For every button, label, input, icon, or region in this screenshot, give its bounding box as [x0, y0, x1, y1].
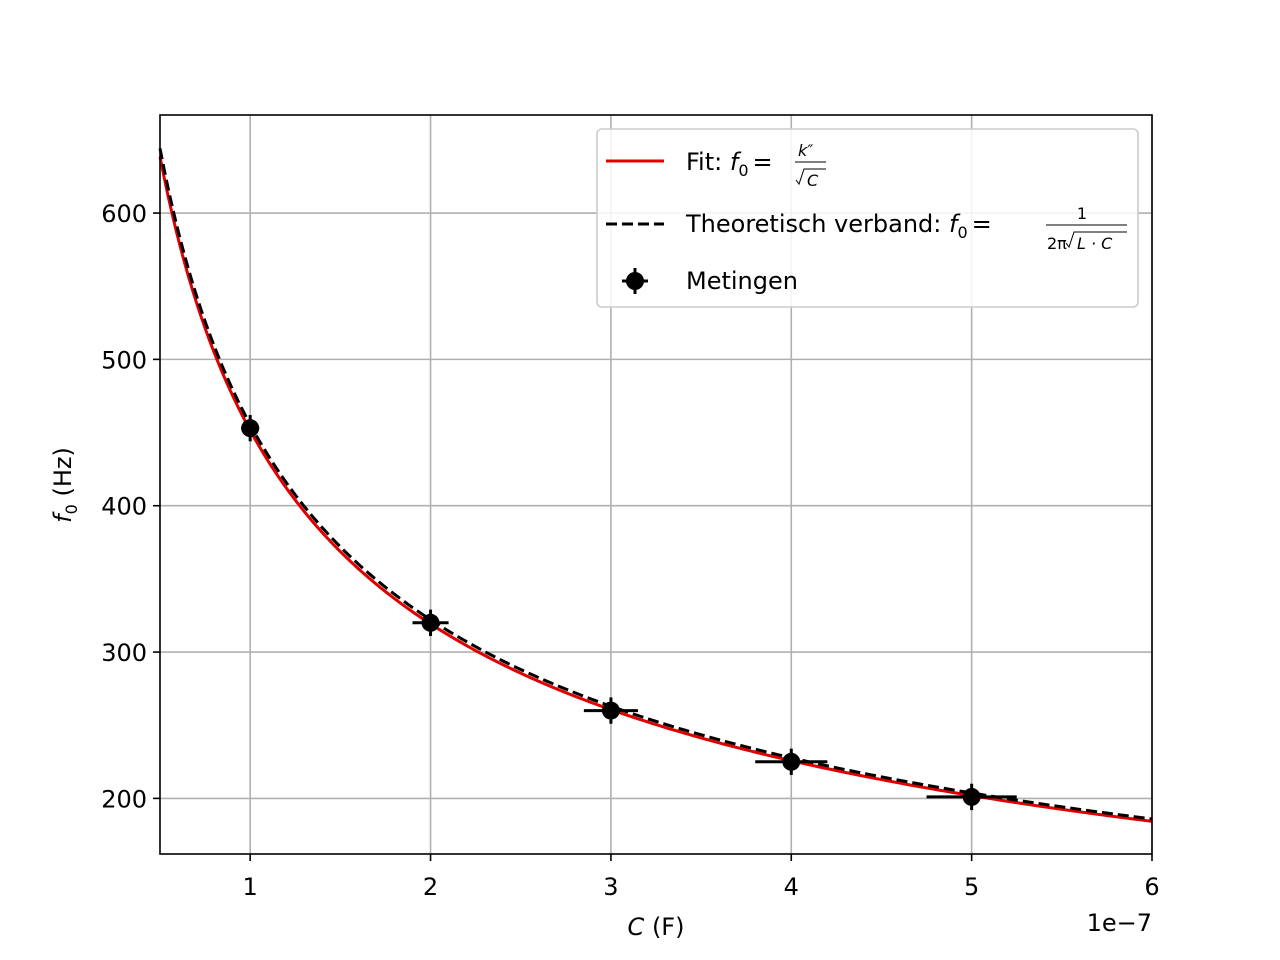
measurement-point	[926, 783, 1017, 811]
y-tick-label: 500	[101, 346, 147, 374]
legend-measurements-swatch	[622, 268, 648, 294]
x-tick-label: 4	[784, 873, 799, 901]
legend-fit-label: Fit:	[686, 148, 730, 176]
x-axis-label-unit: (F)	[652, 913, 685, 941]
x-axis-ticks: 1 2 3 4 5 6	[243, 854, 1160, 901]
y-tick-label: 400	[101, 493, 147, 521]
y-axis-ticks: 200 300 400 500 600	[101, 200, 160, 813]
theory-curve	[158, 148, 1153, 821]
legend-theory-label: Theoretisch verband:	[685, 210, 949, 238]
measurement-point	[583, 697, 638, 724]
legend-fit-sqrt-sign	[795, 168, 826, 186]
legend-theory-numerator: 1	[1077, 204, 1087, 223]
legend-theory-entry: Theoretisch verband: f0 =	[685, 210, 992, 242]
measurement-marker	[782, 752, 801, 771]
legend-theory-denominator: L · C	[1077, 234, 1113, 253]
legend-theory-sqrt-sign	[1065, 231, 1127, 249]
x-axis-label: C (F)	[628, 913, 685, 941]
x-axis-offset-label: 1e−7	[1087, 909, 1152, 937]
plot-frame	[159, 114, 1153, 855]
measurement-point	[755, 748, 828, 775]
x-tick-label: 1	[243, 873, 258, 901]
y-tick-label: 300	[101, 639, 147, 667]
measurement-point	[241, 414, 260, 442]
y-tick-label: 200	[101, 785, 147, 813]
y-axis-label: f0 (Hz)	[49, 447, 81, 523]
x-tick-label: 2	[423, 873, 438, 901]
y-axis-label-sub: 0	[62, 504, 81, 514]
measurement-marker	[421, 613, 440, 632]
x-axis-label-var: C	[628, 913, 645, 941]
legend-fit-entry: Fit: f0 =	[686, 148, 773, 180]
legend-theory-den-prefix: 2π	[1047, 234, 1067, 253]
measurement-marker	[241, 419, 260, 438]
x-tick-label: 6	[1144, 873, 1159, 901]
legend-measurements-label: Metingen	[686, 267, 798, 295]
y-axis-label-unit: (Hz)	[49, 447, 77, 496]
x-tick-label: 5	[964, 873, 979, 901]
legend-fit-numerator: k″	[798, 141, 813, 160]
measurement-points	[241, 414, 1017, 811]
legend: Fit: f0 = k″ C Theoretisch verband: f0 = 1…	[596, 128, 1139, 308]
legend-box	[596, 128, 1139, 308]
measurement-point	[412, 609, 449, 636]
x-tick-label: 3	[603, 873, 618, 901]
legend-fit-denominator: C	[807, 171, 819, 190]
measurement-marker	[962, 787, 981, 806]
y-tick-label: 600	[101, 200, 147, 228]
measurement-marker	[601, 701, 620, 720]
